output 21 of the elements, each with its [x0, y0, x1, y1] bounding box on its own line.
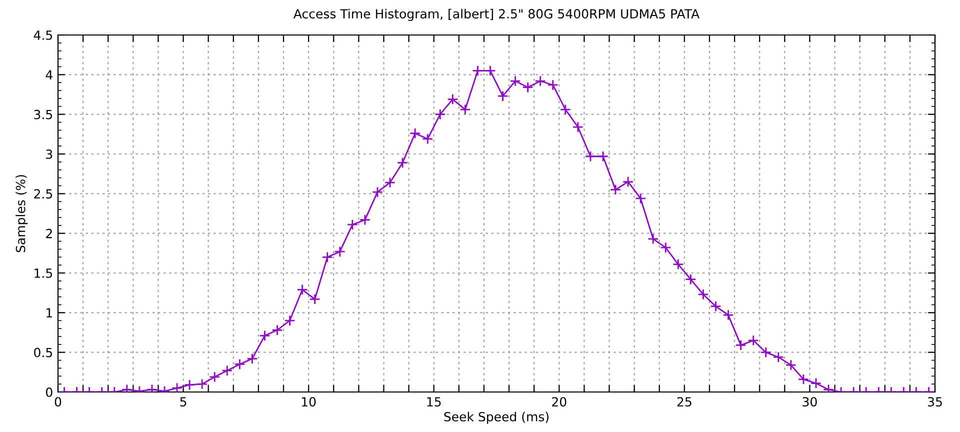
chart-title: Access Time Histogram, [albert] 2.5" 80G 5400RPM UDMA5 PATA	[294, 8, 700, 21]
y-tick-label: 1.5	[34, 268, 52, 278]
y-tick-label: 3.5	[34, 110, 52, 120]
x-tick-label: 10	[302, 397, 316, 407]
x-tick-label: 0	[54, 397, 62, 407]
y-tick-label: 2.5	[34, 189, 52, 199]
x-tick-label: 5	[180, 397, 186, 407]
x-tick-label: 25	[677, 397, 692, 407]
x-tick-label: 15	[427, 397, 441, 407]
y-tick-label: 0	[46, 387, 52, 397]
x-tick-label: 35	[928, 397, 942, 407]
y-tick-label: 0.5	[34, 348, 52, 358]
y-tick-label: 1	[46, 308, 52, 318]
x-tick-label: 30	[802, 397, 817, 407]
y-tick-label: 4	[46, 70, 52, 80]
y-axis-title: Samples (%)	[16, 175, 28, 252]
y-tick-label: 2	[46, 228, 52, 238]
x-tick-label: 20	[552, 397, 566, 407]
y-tick-label: 3	[46, 149, 52, 159]
y-tick-label: 4.5	[34, 30, 52, 40]
x-axis-title: Seek Speed (ms)	[444, 412, 548, 424]
